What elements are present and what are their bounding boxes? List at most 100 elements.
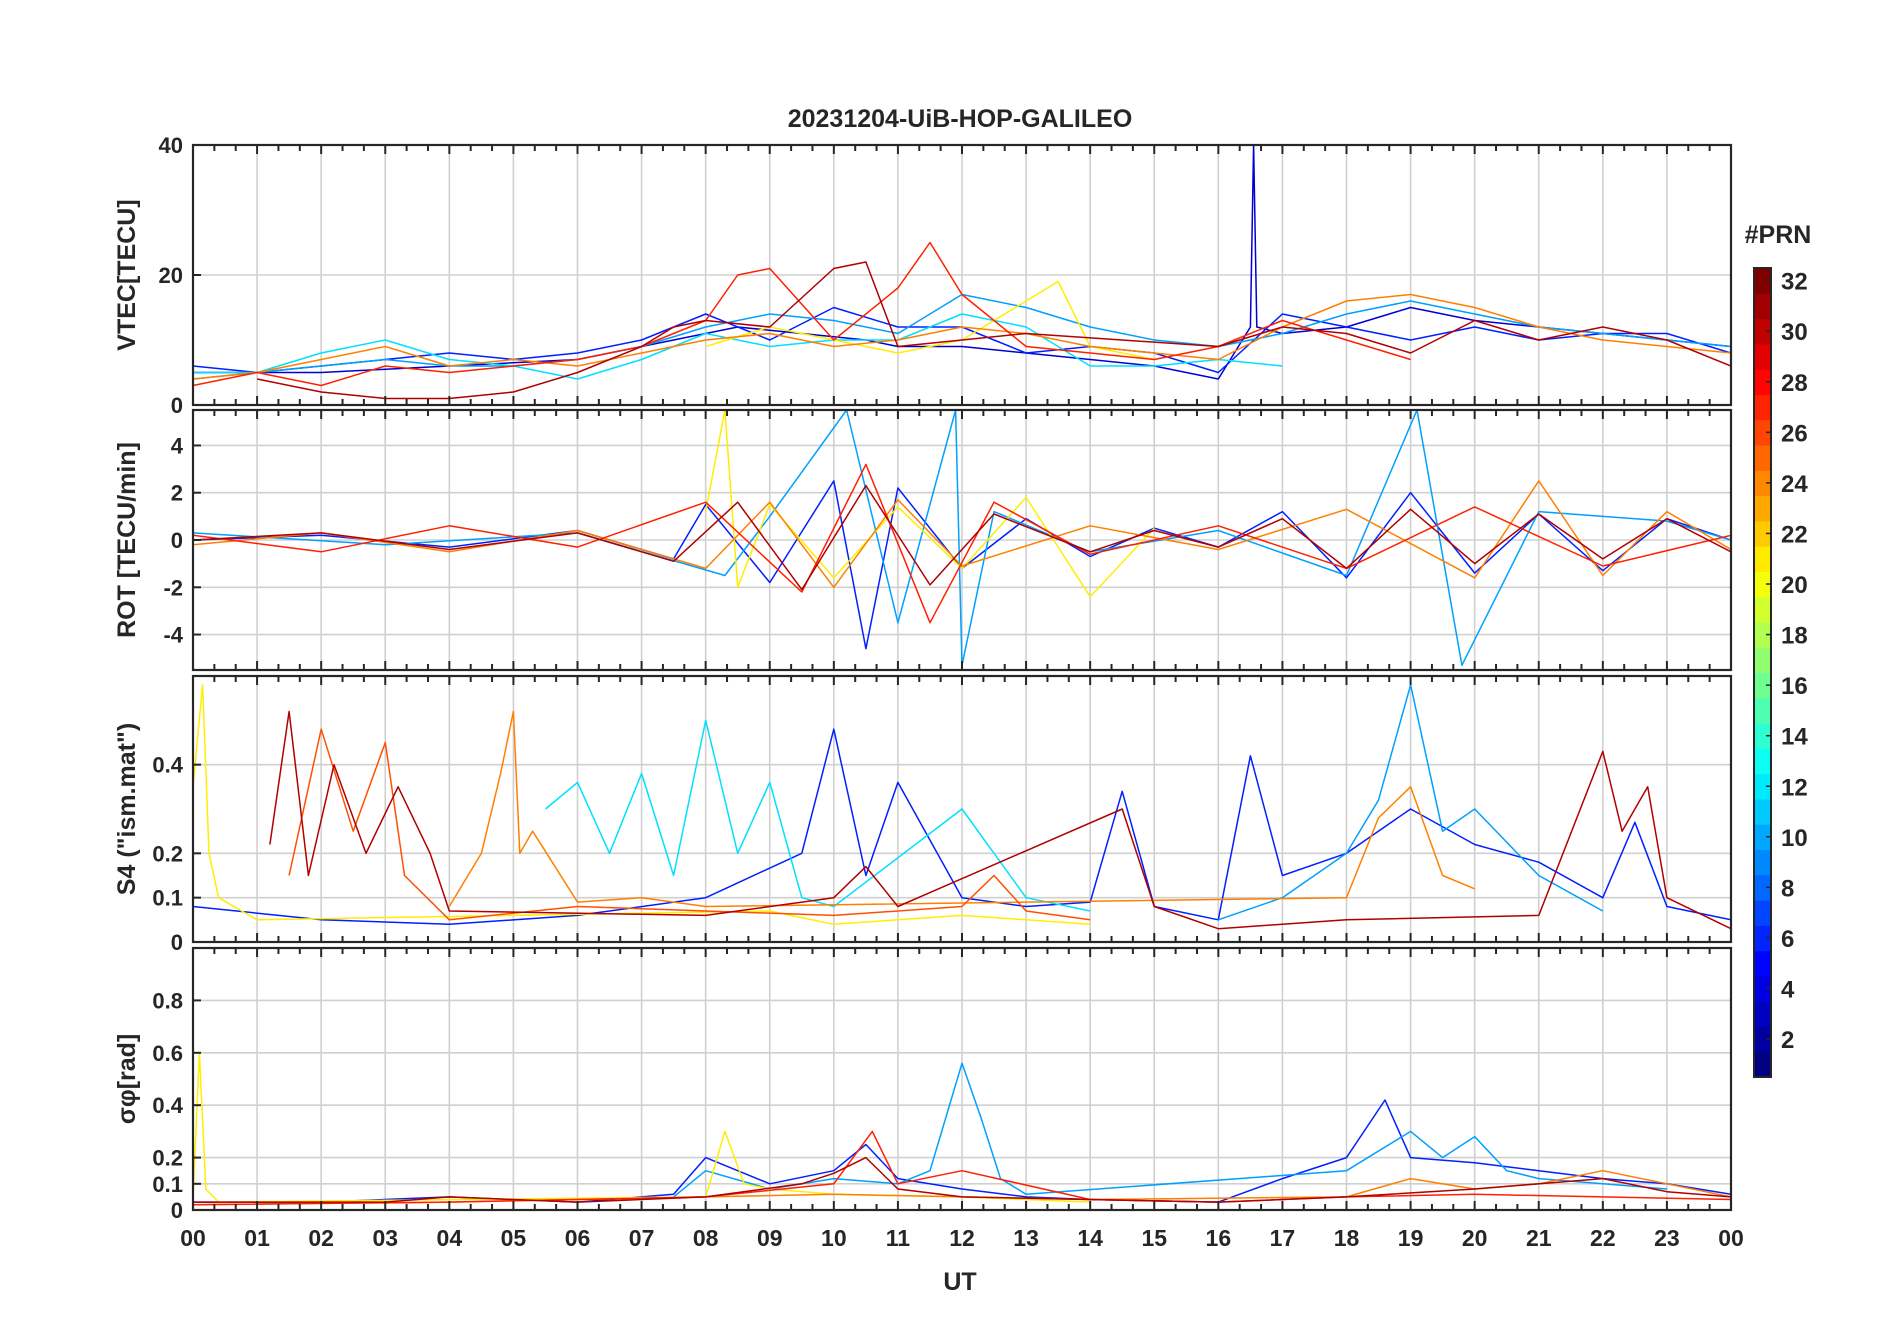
colorbar-tick-label: 6 [1781,926,1794,953]
colorbar-segment [1754,647,1771,674]
x-tick-labels: 00 01 02 03 04 05 06 07 08 09 10 11 12 13 14 15 16 17 18 19… [180,1225,1744,1251]
panel-vtec: 0 20 40 VTEC[TECU] [113,133,1733,418]
colorbar-segment [1754,318,1771,345]
colorbar-segment [1754,975,1771,1002]
colorbar-segment [1754,748,1771,775]
colorbar-segment [1754,596,1771,623]
colorbar-frame [1753,267,1772,1078]
series-prn-4 [193,728,1731,926]
colorbar-segment [1754,495,1771,522]
colorbar-segment [1754,621,1771,648]
y-tick-label: 0.8 [152,988,183,1013]
x-tick-label: 01 [244,1225,270,1251]
x-tick-label: 04 [437,1225,463,1251]
colorbar-segment [1754,546,1771,572]
colorbar-segment [1754,849,1771,876]
x-tick-label: 19 [1398,1225,1424,1251]
colorbar-segment [1754,874,1771,901]
colorbar-tick-label: 30 [1781,319,1808,346]
colorbar-segment [1754,1051,1771,1078]
grid-rot [192,410,1732,670]
series-prn-24 [193,480,1731,589]
colorbar-tick-label: 26 [1781,420,1808,447]
x-tick-label: 07 [629,1225,655,1251]
x-tick-label: 09 [757,1225,783,1251]
panel-s4: 0 0.1 0.2 0.4 S4 ("ism.mat") [113,674,1733,955]
traces-s4 [193,684,1731,930]
x-tick-label: 02 [308,1225,334,1251]
colorbar-segment [1754,723,1771,749]
x-axis-label: UT [943,1268,976,1296]
y-tick-label: 0.2 [152,1146,183,1171]
colorbar-segment [1754,672,1771,699]
traces-sigma_phi [193,1052,1731,1206]
colorbar-tick-label: 18 [1781,623,1808,650]
x-tick-label: 13 [1013,1225,1039,1251]
colorbar-title: #PRN [1745,221,1812,249]
colorbar-segment [1754,394,1771,421]
colorbar-segment [1754,925,1771,952]
y-axis-label-s4: S4 ("ism.mat") [113,723,141,895]
y-tick-label: 40 [159,133,183,158]
y-tick-label: 0 [171,393,183,418]
y-axis-label-rot: ROT [TECU/min] [113,442,141,638]
y-tick-label: 0.1 [152,886,183,911]
x-tick-label: 00 [1718,1225,1744,1251]
x-tick-label: 12 [949,1225,975,1251]
series-prn-28 [193,1130,1731,1206]
colorbar-segment [1754,824,1771,851]
colorbar-tick-label: 10 [1781,825,1808,852]
colorbar-segment [1754,268,1771,294]
x-tick-label: 20 [1462,1225,1488,1251]
series-prn-31 [193,1156,1731,1203]
y-tick-label: 2 [171,481,183,506]
x-tick-label: 14 [1077,1225,1103,1251]
colorbar-segment [1754,697,1771,724]
colorbar-segment [1754,343,1771,370]
x-tick-label: 06 [565,1225,591,1251]
x-tick-label: 23 [1654,1225,1680,1251]
x-tick-label: 15 [1141,1225,1167,1251]
y-tick-label: -4 [163,623,183,648]
colorbar-segment [1754,571,1771,598]
series-prn-4 [193,306,1731,374]
colorbar-tick-label: 22 [1781,521,1808,548]
colorbar-segment [1754,798,1771,825]
series-prn-24 [448,710,1475,908]
colorbar-segment [1754,950,1771,977]
colorbar-tick-label: 20 [1781,572,1808,599]
x-tick-label: 08 [693,1225,719,1251]
series-prn-28 [193,241,1411,387]
colorbar-segment [1754,293,1771,320]
series-prn-20 [705,280,1155,361]
y-tick-label: 0.4 [152,753,183,778]
colorbar-tick-label: 32 [1781,269,1808,296]
series-prn-31 [256,261,1731,400]
x-tick-label: 11 [886,1225,911,1251]
x-tick-label: 00 [180,1225,206,1251]
colorbar-segment [1754,444,1771,471]
series-prn-20 [193,684,1091,926]
colorbar-tick-label: 16 [1781,673,1808,700]
series-prn-12 [193,313,1283,380]
x-tick-label: 21 [1526,1225,1552,1251]
colorbar-tick-label: 28 [1781,370,1808,397]
minor-ticks-rot [192,410,1732,670]
colorbar-segment [1754,369,1771,396]
colorbar-tick-label: 14 [1781,724,1808,751]
minor-ticks-sigma_phi [192,948,1732,1210]
colorbar-segment [1754,1026,1771,1053]
y-tick-label: 0.4 [152,1093,183,1118]
x-tick-label: 10 [821,1225,847,1251]
colorbar-tick-label: 4 [1781,977,1795,1004]
colorbar-segment [1754,470,1771,497]
minor-ticks-s4 [192,676,1732,942]
colorbar-tick-label: 24 [1781,471,1808,498]
x-tick-label: 16 [1206,1225,1232,1251]
colorbar-segment [1754,1001,1771,1028]
y-tick-label: 0.1 [152,1172,183,1197]
series-prn-12 [545,719,1091,912]
series-prn-9 [673,1062,1667,1198]
y-tick-label: 4 [171,433,184,458]
